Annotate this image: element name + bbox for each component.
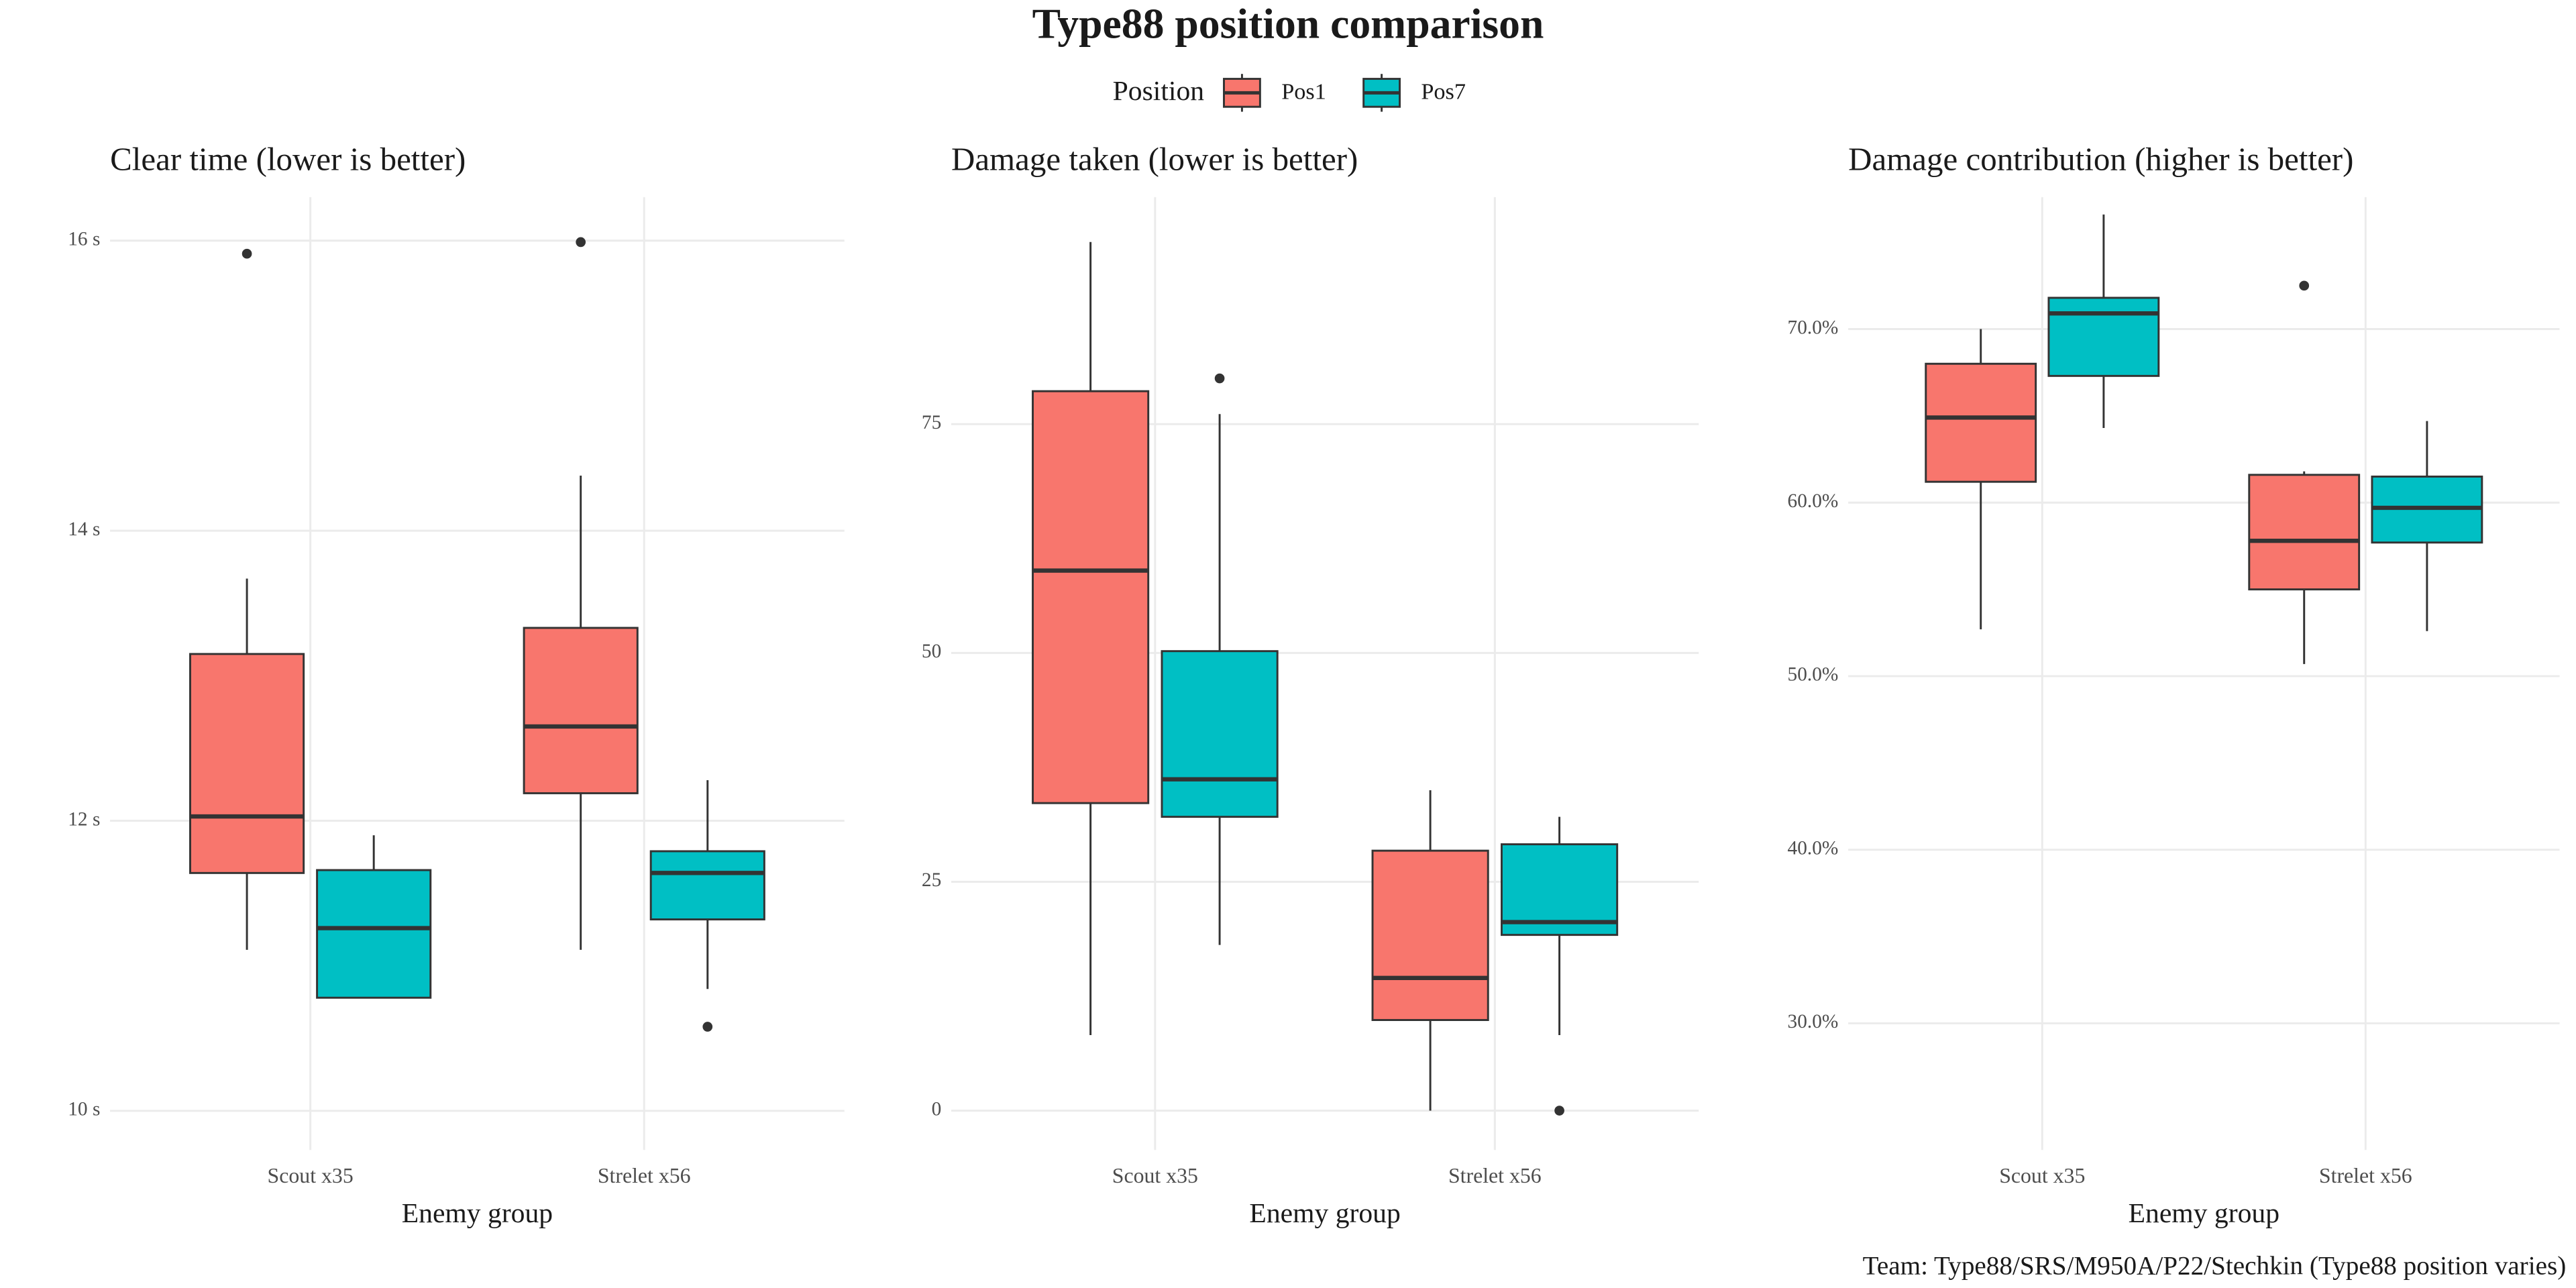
- box: [1032, 390, 1150, 804]
- y-tick-label: 75: [922, 412, 941, 433]
- box: [1925, 362, 2037, 483]
- y-tick-label: 60.0%: [1788, 490, 1839, 512]
- y-tick-label: 50.0%: [1788, 664, 1839, 686]
- y-tick-label: 14 s: [68, 519, 100, 540]
- outlier: [2299, 280, 2310, 291]
- chart-title: Type88 position comparison: [1032, 0, 1544, 47]
- x-tick-label: Scout x35: [1112, 1164, 1198, 1187]
- box: [316, 869, 432, 999]
- y-tick-label: 16 s: [68, 228, 100, 250]
- box: [2047, 297, 2160, 377]
- outlier: [702, 1022, 713, 1032]
- y-tick-label: 12 s: [68, 808, 100, 830]
- outlier: [241, 248, 252, 259]
- box: [1501, 843, 1619, 936]
- y-tick-label: 10 s: [68, 1099, 100, 1120]
- x-axis-title: Enemy group: [2129, 1198, 2279, 1229]
- outlier: [1214, 373, 1225, 384]
- y-tick-label: 30.0%: [1788, 1011, 1839, 1032]
- y-tick-label: 70.0%: [1788, 317, 1839, 338]
- x-tick-label: Strelet x56: [2319, 1164, 2412, 1187]
- legend-label: Pos1: [1281, 78, 1326, 104]
- box: [189, 653, 305, 874]
- x-tick-label: Strelet x56: [598, 1164, 691, 1187]
- outlier: [1554, 1106, 1564, 1116]
- legend-label: Pos7: [1421, 78, 1466, 104]
- x-axis-title: Enemy group: [1249, 1198, 1400, 1229]
- box: [649, 850, 765, 921]
- caption: Team: Type88/SRS/M950A/P22/Stechkin (Typ…: [1863, 1252, 2567, 1281]
- y-tick-label: 50: [922, 641, 941, 662]
- box: [1371, 849, 1489, 1022]
- legend-title: Position: [1113, 76, 1205, 107]
- x-tick-label: Scout x35: [268, 1164, 354, 1187]
- y-tick-label: 40.0%: [1788, 837, 1839, 859]
- outlier: [576, 237, 586, 248]
- panel-title: Damage taken (lower is better): [951, 141, 1358, 178]
- x-axis-title: Enemy group: [402, 1198, 553, 1229]
- panel-title: Damage contribution (higher is better): [1848, 141, 2353, 178]
- box: [523, 627, 639, 794]
- x-tick-label: Strelet x56: [1448, 1164, 1542, 1187]
- panel-title: Clear time (lower is better): [110, 141, 466, 178]
- y-tick-label: 0: [932, 1098, 942, 1120]
- y-tick-label: 25: [922, 869, 941, 891]
- box: [2248, 474, 2361, 591]
- x-tick-label: Scout x35: [1999, 1164, 2085, 1187]
- box: [1161, 650, 1279, 818]
